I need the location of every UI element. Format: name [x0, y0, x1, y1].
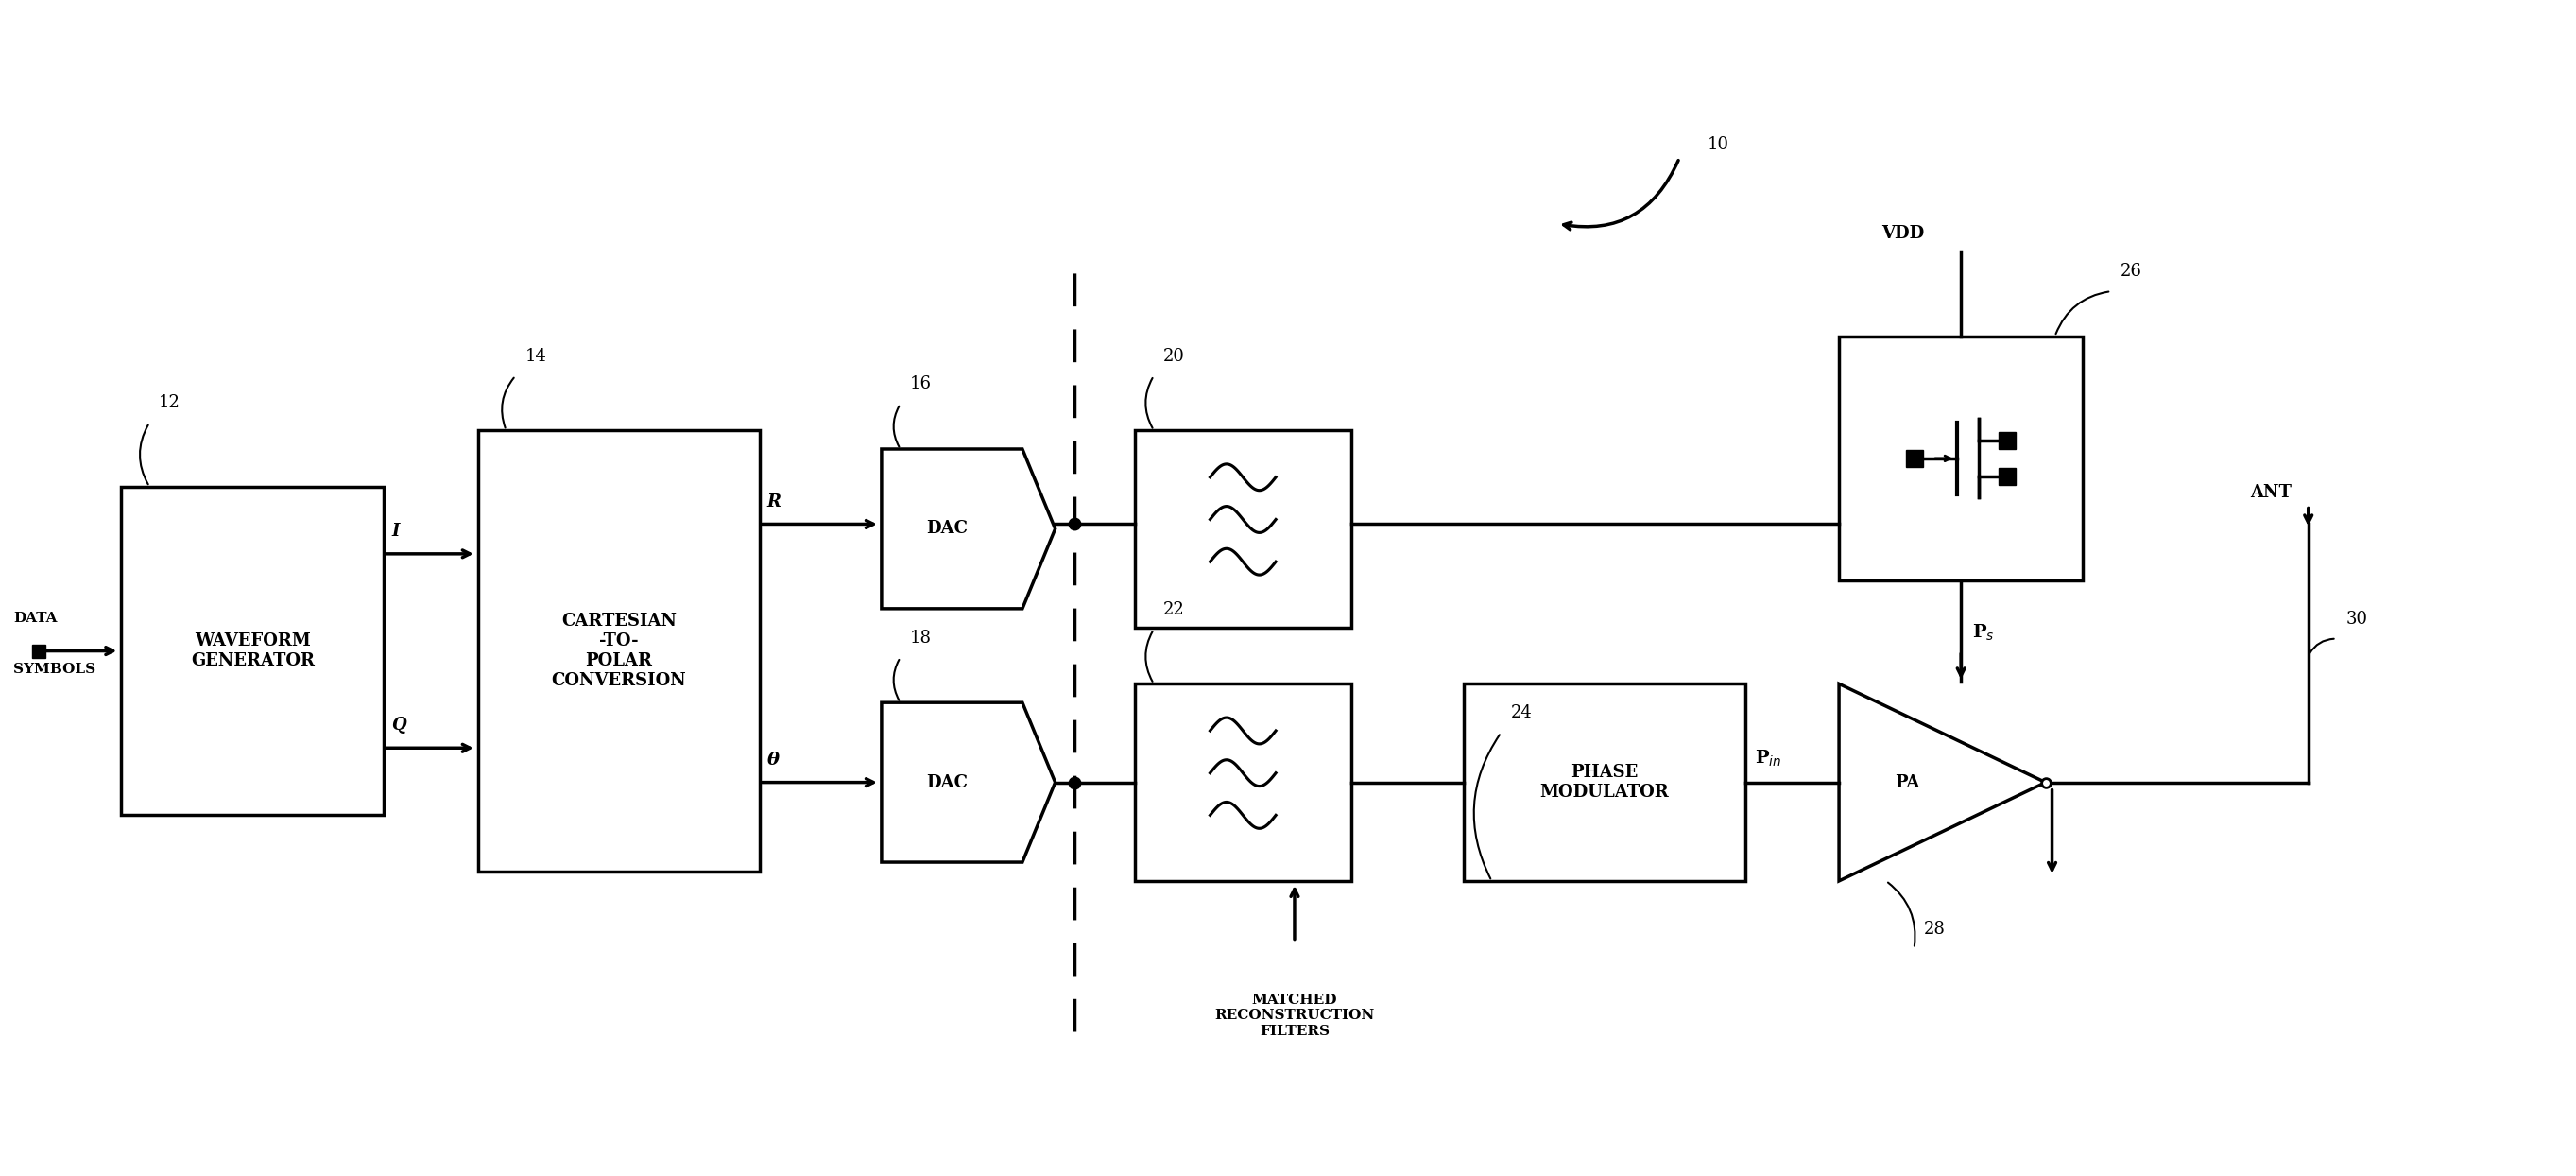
Bar — [1463, 683, 1744, 881]
Text: 20: 20 — [1164, 347, 1185, 365]
Text: 10: 10 — [1708, 136, 1728, 153]
Bar — [121, 487, 384, 815]
Text: 18: 18 — [909, 629, 933, 647]
Polygon shape — [1999, 468, 2017, 485]
Text: P$_s$: P$_s$ — [1973, 623, 1994, 643]
Text: 28: 28 — [1924, 921, 1945, 937]
Text: VDD: VDD — [1880, 226, 1924, 242]
Text: SYMBOLS: SYMBOLS — [13, 663, 95, 676]
Bar — [1839, 336, 2084, 581]
Text: 22: 22 — [1164, 601, 1185, 619]
Text: R: R — [768, 493, 781, 510]
Bar — [1136, 430, 1350, 628]
Text: DATA: DATA — [13, 612, 57, 624]
Text: 30: 30 — [2347, 610, 2367, 628]
Text: 26: 26 — [2120, 263, 2143, 280]
Text: 16: 16 — [909, 375, 933, 393]
Text: MATCHED
RECONSTRUCTION
FILTERS: MATCHED RECONSTRUCTION FILTERS — [1216, 994, 1376, 1037]
Text: DAC: DAC — [927, 520, 969, 537]
Text: Q: Q — [392, 717, 407, 734]
Bar — [479, 430, 760, 871]
Text: 14: 14 — [526, 347, 546, 365]
Text: PA: PA — [1896, 774, 1919, 791]
Text: PHASE
MODULATOR: PHASE MODULATOR — [1540, 764, 1669, 801]
Text: θ: θ — [768, 751, 781, 768]
Text: I: I — [392, 522, 399, 540]
Text: P$_{in}$: P$_{in}$ — [1754, 748, 1783, 768]
Text: ANT: ANT — [2249, 483, 2293, 501]
Text: 24: 24 — [1510, 704, 1533, 721]
Polygon shape — [1999, 432, 2017, 449]
Bar — [1136, 683, 1350, 881]
Text: 12: 12 — [160, 394, 180, 412]
Text: DAC: DAC — [927, 774, 969, 791]
Text: CARTESIAN
-TO-
POLAR
CONVERSION: CARTESIAN -TO- POLAR CONVERSION — [551, 613, 685, 689]
Polygon shape — [1906, 450, 1924, 467]
Text: WAVEFORM
GENERATOR: WAVEFORM GENERATOR — [191, 633, 314, 669]
